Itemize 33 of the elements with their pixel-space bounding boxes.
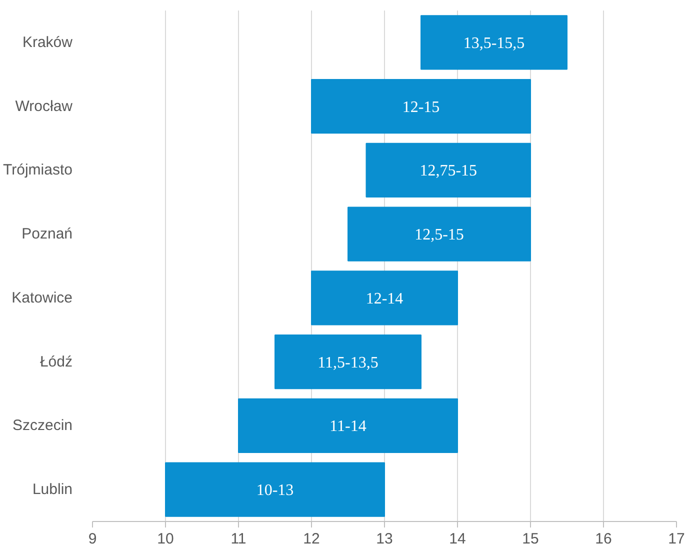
bar bbox=[311, 270, 458, 326]
bar bbox=[238, 398, 458, 454]
bar bbox=[311, 78, 531, 134]
y-tick-label: Poznań bbox=[22, 226, 72, 243]
x-tick-label: 16 bbox=[595, 530, 612, 546]
data-label: 13,5-15,5 bbox=[463, 34, 525, 52]
x-tick-label: 10 bbox=[157, 530, 174, 546]
y-tick-label: Wrocław bbox=[15, 98, 73, 115]
data-label: 12,75-15 bbox=[420, 162, 478, 180]
y-tick-label: Trójmiasto bbox=[3, 162, 73, 179]
data-label: 12,5-15 bbox=[414, 226, 464, 244]
bar bbox=[165, 462, 385, 517]
y-tick-label: Łódź bbox=[40, 353, 73, 370]
y-tick-label: Katowice bbox=[12, 289, 73, 306]
data-label: 12-14 bbox=[366, 290, 404, 308]
x-tick-label: 13 bbox=[376, 530, 393, 546]
x-tick-label: 12 bbox=[303, 530, 320, 546]
data-label: 12-15 bbox=[402, 98, 440, 116]
x-tick-label: 11 bbox=[230, 530, 246, 546]
y-tick-label: Szczecin bbox=[12, 417, 73, 434]
bar bbox=[348, 206, 531, 262]
data-label: 11,5-13,5 bbox=[318, 354, 378, 372]
y-tick-label: Lublin bbox=[32, 481, 73, 498]
bar bbox=[366, 142, 531, 198]
x-tick-label: 9 bbox=[88, 530, 97, 546]
bar bbox=[420, 15, 568, 70]
x-tick-label: 15 bbox=[522, 530, 539, 546]
data-label: 10-13 bbox=[256, 482, 294, 500]
bar bbox=[274, 334, 422, 390]
y-tick-label: Kraków bbox=[22, 34, 73, 51]
data-label: 11-14 bbox=[330, 418, 366, 436]
x-tick-label: 14 bbox=[449, 530, 466, 546]
x-tick-label: 17 bbox=[668, 530, 685, 546]
